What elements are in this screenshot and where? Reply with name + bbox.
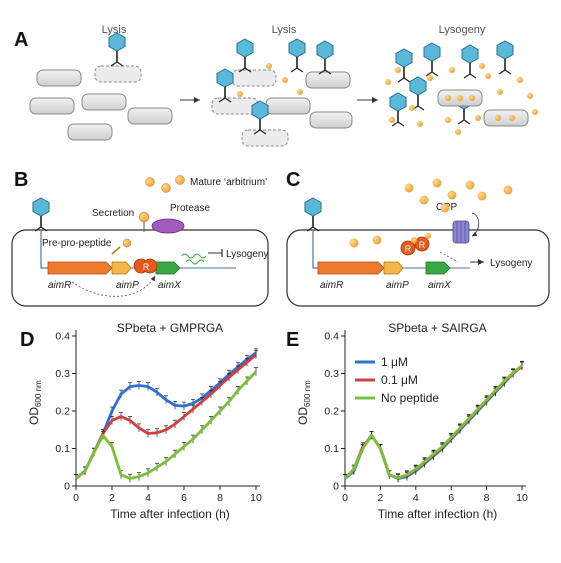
x-axis-label: Time after infection (h)	[110, 507, 230, 521]
series-line-2	[75, 370, 258, 480]
panel-a: A Lysis Lysis Lysogeny	[14, 24, 538, 147]
gene-aimR	[317, 261, 385, 275]
lysogeny-label-c: Lysogeny	[490, 258, 532, 269]
x-tick-label: 4	[145, 492, 151, 504]
phage-icon	[461, 44, 479, 79]
x-tick-label: 10	[250, 492, 262, 504]
opp-transporter-icon	[452, 220, 470, 244]
series-2	[343, 360, 524, 483]
chart-d: 0 2 4 6 8 10 0 0.1 0.2 0.3 0.4 SPbeta + GMPRGA Time …	[27, 321, 262, 521]
gene-aimX	[425, 261, 451, 275]
x-tick-label: 8	[484, 492, 490, 504]
phage-icon	[288, 38, 306, 73]
stage-label-lysis-1: Lysis	[102, 24, 127, 36]
x-tick-label: 10	[516, 492, 528, 504]
gene-label-aimX: aimX	[428, 280, 451, 291]
gene-aimP	[383, 261, 404, 275]
gene-aimR	[47, 261, 113, 275]
panel-b: B aimR aimP aimX R Lysogeny Pre-pro-pept…	[11, 169, 269, 307]
protease-label: Protease	[170, 203, 210, 214]
phage-icon	[108, 32, 126, 67]
gene-label-aimP: aimP	[386, 280, 409, 291]
stage-2-cells	[211, 38, 353, 147]
phage-icon	[316, 40, 334, 75]
svg-text:R: R	[419, 240, 426, 250]
lysogeny-label-b: Lysogeny	[226, 249, 268, 260]
y-axis-label: OD600 nm	[27, 380, 43, 425]
feedback-arrow-icon	[71, 275, 156, 297]
series-line-2	[343, 364, 523, 480]
y-tick-label: 0	[64, 481, 70, 493]
gene-label-aimR: aimR	[48, 280, 71, 291]
cell-outline	[11, 229, 269, 307]
y-tick-label: 0.1	[324, 443, 339, 455]
gene-aimP	[111, 261, 132, 275]
series-line-1	[75, 353, 257, 480]
x-tick-label: 8	[217, 492, 223, 504]
stage-3-cells	[385, 40, 538, 135]
panel-c: C aimR aimP aimX R R OPP Lysogeny	[286, 169, 550, 307]
x-tick-label: 4	[413, 492, 419, 504]
y-tick-label: 0.4	[55, 331, 70, 343]
aimR-protein: R	[133, 258, 158, 274]
y-tick-label: 0.1	[55, 443, 70, 455]
chart-title: SPbeta + GMPRGA	[117, 321, 223, 335]
series-line-1	[343, 364, 523, 480]
x-tick-label: 2	[377, 492, 383, 504]
y-tick-label: 0.2	[55, 406, 70, 418]
panel-letter-b: B	[14, 169, 28, 191]
aimR-protein-bound: R R	[400, 233, 431, 256]
phage-icon	[32, 197, 50, 232]
x-tick-label: 0	[73, 492, 79, 504]
x-tick-label: 0	[342, 492, 348, 504]
phage-icon	[496, 40, 514, 75]
svg-text:R: R	[143, 262, 150, 272]
panel-letter-e: E	[286, 329, 299, 351]
legend-label: 1 μM	[381, 355, 408, 369]
series-line-0	[344, 364, 523, 480]
chart-title: SPbeta + SAIRGA	[388, 321, 486, 335]
x-tick-label: 6	[448, 492, 454, 504]
panel-letter-c: C	[286, 169, 300, 191]
legend-label: No peptide	[381, 391, 439, 405]
mature-arbitrium-label: Mature ‘arbitrium’	[190, 177, 267, 188]
y-tick-label: 0.3	[324, 368, 339, 380]
phage-icon	[395, 48, 413, 83]
prepropeptide-label: Pre-pro-peptide	[42, 238, 112, 249]
phage-icon	[251, 100, 269, 135]
gene-label-aimP: aimP	[116, 280, 139, 291]
panel-letter-d: D	[20, 329, 34, 351]
stage-label-lysogeny: Lysogeny	[439, 24, 486, 36]
secretion-label: Secretion	[92, 208, 134, 219]
x-tick-label: 2	[109, 492, 115, 504]
phage-icon	[236, 38, 254, 73]
y-tick-label: 0.2	[324, 406, 339, 418]
series-line-0	[75, 351, 257, 480]
y-tick-label: 0.4	[324, 331, 339, 343]
panel-letter-a: A	[14, 29, 28, 51]
stage-label-lysis-2: Lysis	[272, 24, 297, 36]
gene-aimX	[155, 261, 181, 275]
x-axis-label: Time after infection (h)	[378, 507, 498, 521]
legend-label: 0.1 μM	[381, 373, 418, 387]
chart-e: 0 2 4 6 8 10 0 0.1 0.2 0.3 0.4 SPbeta + SAIRGA Time …	[296, 321, 528, 521]
phage-icon	[304, 197, 322, 232]
stage-1-cells	[29, 32, 173, 141]
y-tick-label: 0.3	[55, 368, 70, 380]
gene-label-aimR: aimR	[320, 280, 343, 291]
y-tick-label: 0	[333, 481, 339, 493]
x-tick-label: 6	[181, 492, 187, 504]
series-2	[74, 367, 258, 483]
gene-label-aimX: aimX	[158, 280, 181, 291]
y-axis-label: OD600 nm	[296, 380, 312, 425]
rna-icon	[181, 253, 207, 259]
svg-text:R: R	[405, 244, 412, 254]
phage-icon	[216, 68, 234, 103]
phage-icon	[423, 42, 441, 77]
cell-outline	[286, 229, 550, 307]
protease-icon	[151, 218, 185, 234]
